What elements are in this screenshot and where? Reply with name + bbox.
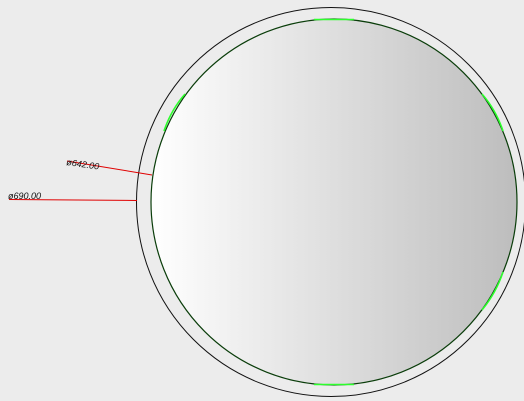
leader-line-690 — [8, 199, 138, 201]
dimension-label-690: ø690.00 — [8, 191, 41, 201]
inner-disc — [150, 18, 518, 386]
dimension-label-642: ø642.00 — [66, 157, 100, 171]
highlight-segment-lower-right — [481, 271, 504, 311]
highlight-segment-upper-right — [481, 93, 504, 132]
outer-circle — [136, 7, 524, 397]
leader-line-642 — [66, 160, 153, 176]
highlight-segments — [163, 18, 504, 386]
highlight-segment-upper-left — [163, 93, 186, 132]
